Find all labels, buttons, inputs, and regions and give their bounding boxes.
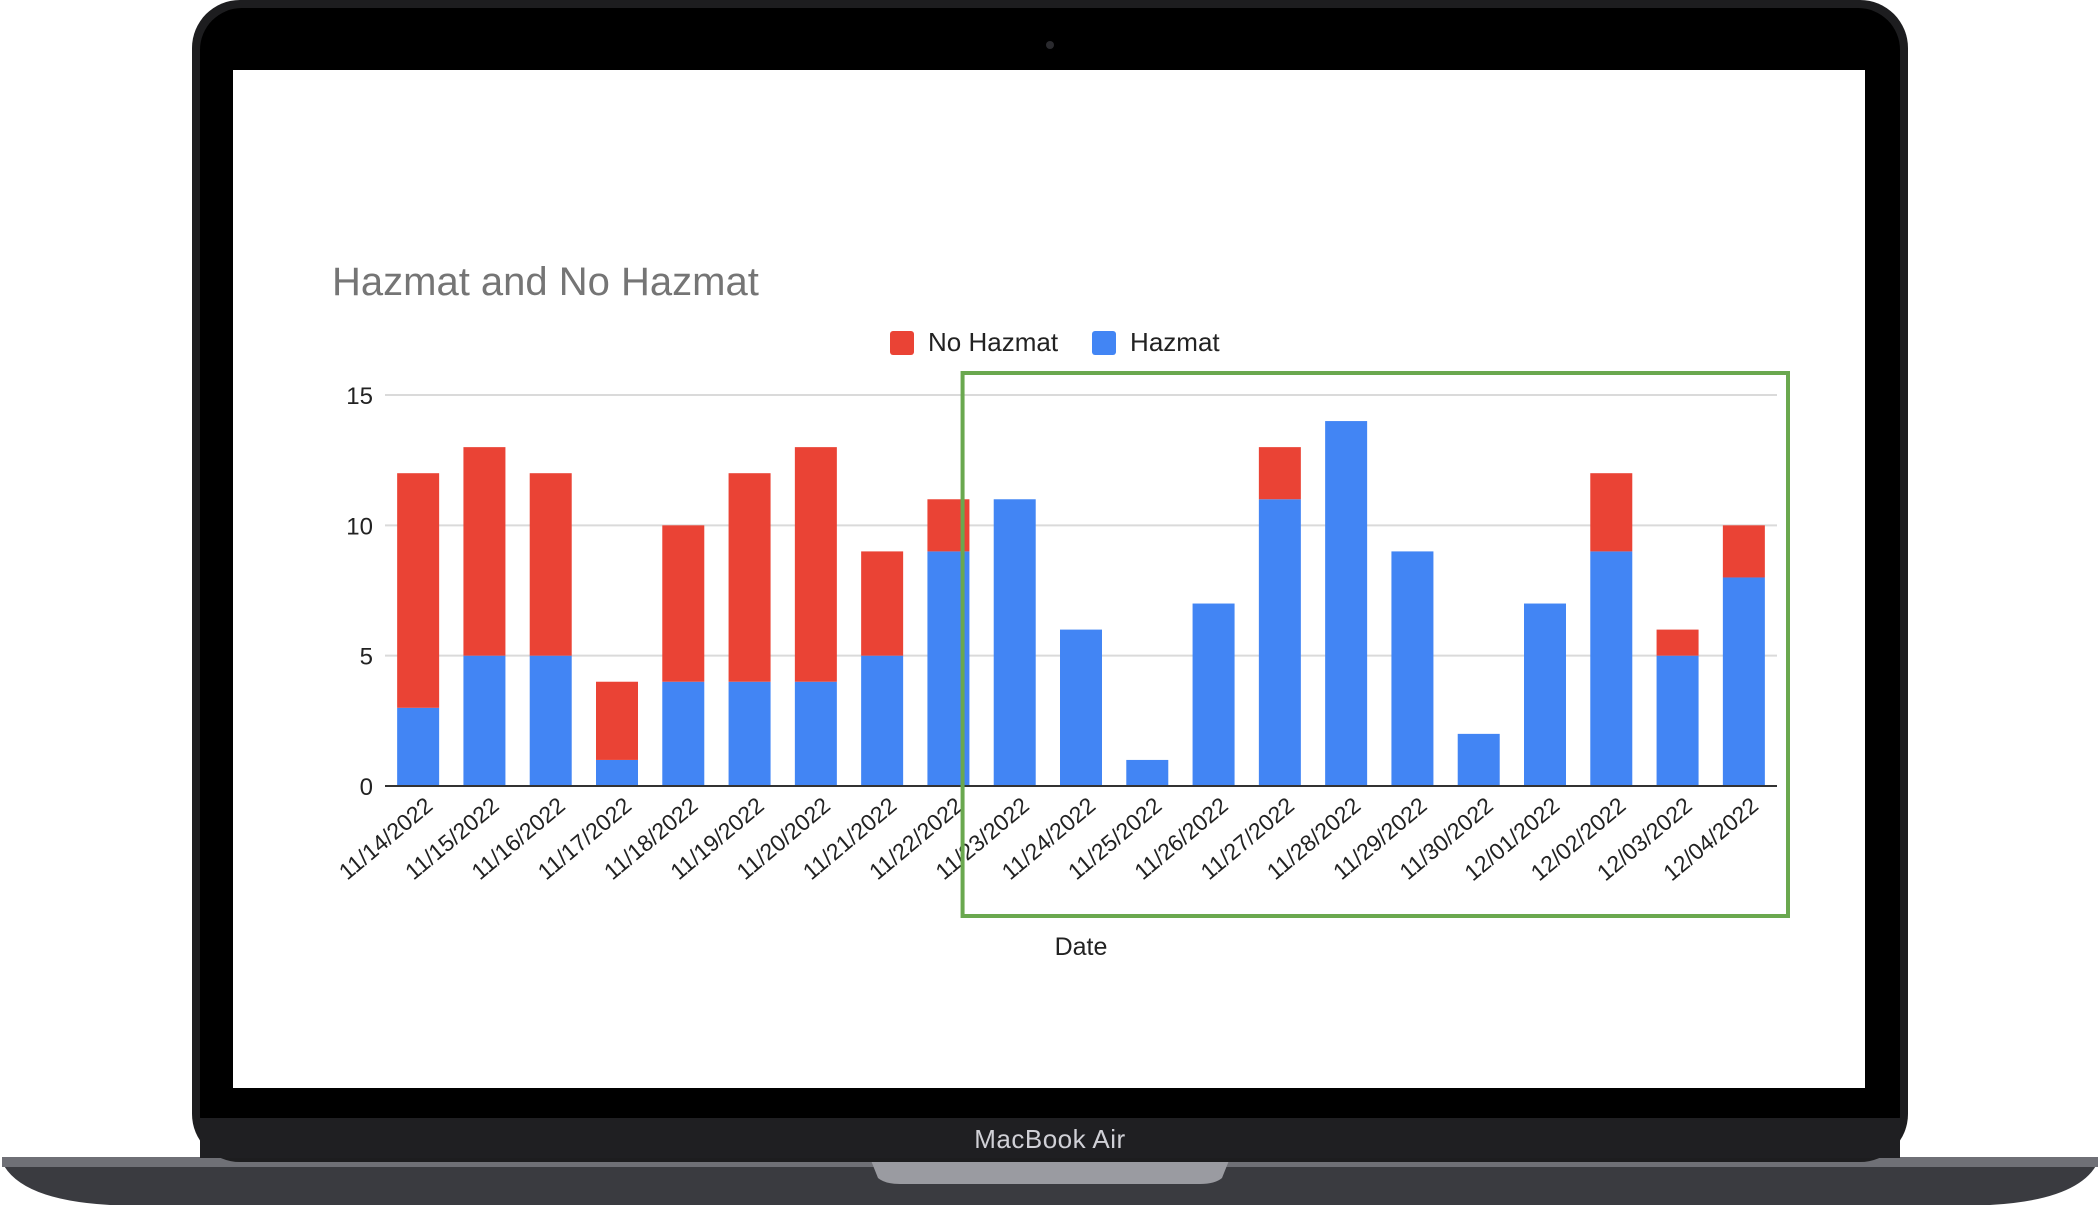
bar-hazmat (1590, 551, 1633, 786)
bar-hazmat (1457, 733, 1500, 786)
bar-hazmat (463, 655, 506, 786)
laptop-model-label: MacBook Air (974, 1124, 1126, 1154)
chart-legend: No Hazmat Hazmat (890, 327, 1254, 358)
bar-no-hazmat (463, 447, 506, 656)
bar-hazmat (1258, 499, 1301, 786)
y-tick-label: 5 (360, 644, 373, 671)
legend-swatch-hazmat (1092, 330, 1117, 355)
bar-hazmat (1325, 421, 1368, 786)
legend-swatch-no-hazmat (890, 330, 914, 355)
bar-no-hazmat (596, 681, 638, 760)
bar-hazmat (861, 655, 904, 786)
bar-hazmat (1060, 629, 1102, 786)
bar-no-hazmat (397, 473, 440, 708)
legend-item-no-hazmat: No Hazmat (890, 327, 1058, 358)
laptop-notch (870, 1158, 1230, 1184)
bar-no-hazmat (1722, 525, 1765, 578)
bar-no-hazmat (1656, 629, 1699, 656)
bar-no-hazmat (794, 447, 837, 682)
bar-hazmat (1656, 655, 1699, 786)
y-tick-label: 15 (346, 383, 373, 410)
bar-hazmat (1524, 603, 1566, 786)
x-axis-title: Date (1055, 933, 1108, 961)
bar-no-hazmat (529, 473, 572, 656)
bar-hazmat (1126, 759, 1169, 786)
bar-hazmat (1722, 577, 1765, 786)
bar-no-hazmat (728, 473, 771, 682)
chart-title: Hazmat and No Hazmat (332, 260, 759, 304)
legend-label-hazmat: Hazmat (1130, 327, 1220, 357)
bar-hazmat (1391, 551, 1434, 786)
bar-hazmat (529, 655, 572, 786)
bar-no-hazmat (662, 525, 705, 682)
bar-hazmat (993, 499, 1036, 786)
laptop-chin (200, 1118, 1900, 1158)
y-tick-label: 10 (346, 513, 373, 540)
bar-no-hazmat (1258, 447, 1301, 500)
bar-hazmat (728, 681, 771, 786)
bar-hazmat (662, 681, 705, 786)
camera-dot (1046, 41, 1054, 49)
bar-no-hazmat (861, 551, 904, 656)
bar-no-hazmat (1590, 473, 1633, 552)
y-tick-label: 0 (360, 774, 373, 801)
bar-hazmat (794, 681, 837, 786)
legend-item-hazmat: Hazmat (1092, 327, 1220, 358)
bar-hazmat (1192, 603, 1235, 786)
bar-hazmat (397, 707, 440, 786)
highlight-box (960, 371, 1790, 918)
legend-label-no-hazmat: No Hazmat (928, 327, 1059, 357)
bar-hazmat (596, 759, 638, 786)
